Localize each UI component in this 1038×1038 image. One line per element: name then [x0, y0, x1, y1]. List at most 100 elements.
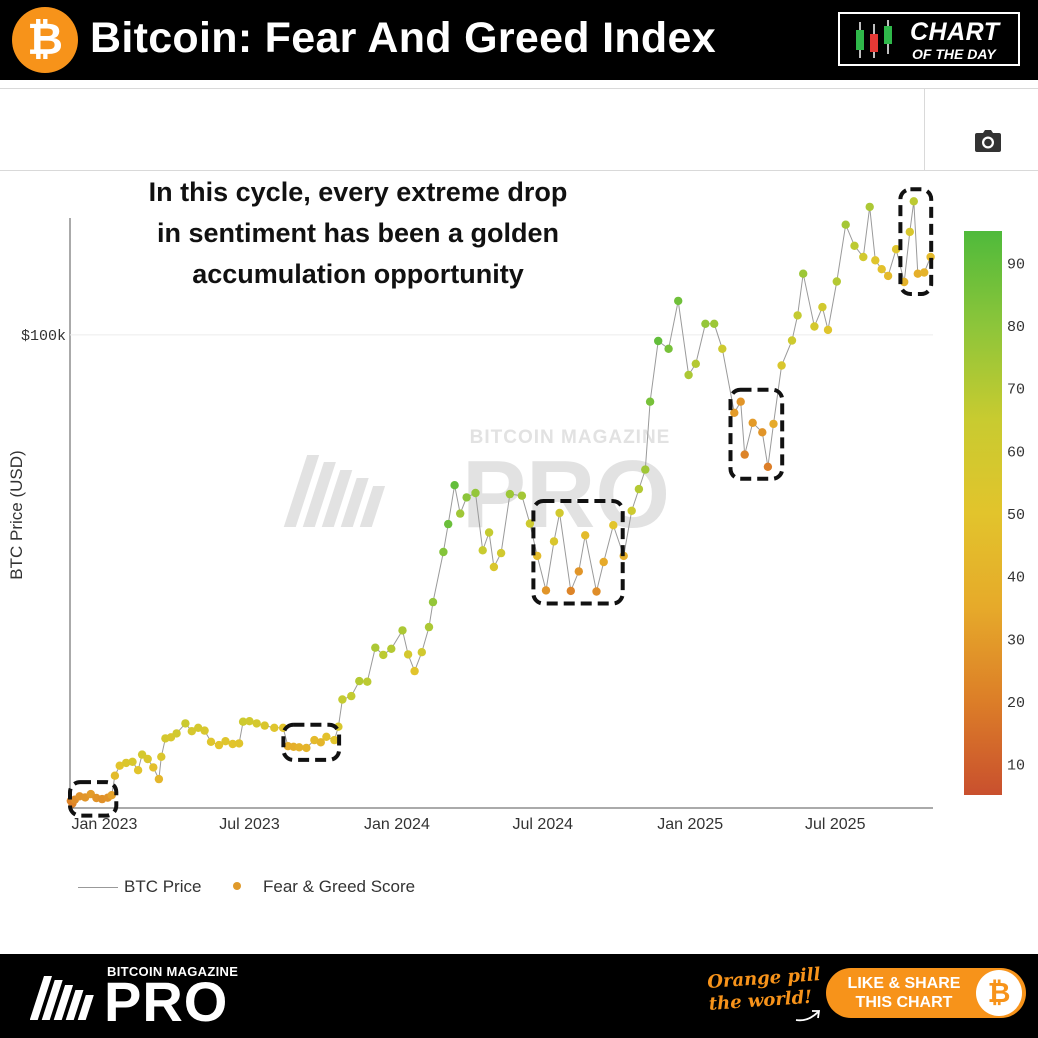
- fear-greed-dot: [228, 739, 237, 749]
- fear-greed-dot: [664, 344, 673, 353]
- fear-greed-dot: [810, 322, 819, 331]
- fear-greed-dot: [403, 650, 413, 659]
- fear-greed-dot: [581, 531, 590, 540]
- x-tick-label: Jan 2023: [72, 816, 138, 833]
- highlight-box: [281, 722, 342, 762]
- legend-fear-greed[interactable]: Fear & Greed Score: [263, 877, 416, 896]
- fear-greed-dot: [245, 717, 254, 726]
- footer-bar: BITCOIN MAGAZINE PRO Orange pill the wor…: [0, 954, 1038, 1038]
- fear-greed-dot: [777, 361, 786, 370]
- fear-greed-dot: [701, 319, 710, 328]
- share-line-2: THIS CHART: [855, 994, 953, 1011]
- fear-greed-dot: [110, 771, 120, 780]
- fear-greed-dot: [121, 758, 131, 768]
- fear-greed-dot: [206, 737, 216, 746]
- x-tick-label: Jan 2024: [364, 816, 430, 833]
- fear-greed-dot: [234, 739, 244, 748]
- watermark-bars-icon: [283, 455, 386, 527]
- fear-greed-dot: [347, 691, 356, 701]
- pro-bars-icon: [30, 976, 94, 1020]
- fear-greed-dot: [450, 481, 459, 490]
- fear-greed-dot: [238, 717, 248, 726]
- candlestick-icon: [856, 20, 892, 58]
- fear-greed-dot: [525, 519, 535, 528]
- watermark-top-text: BITCOIN MAGAZINE: [470, 427, 671, 448]
- fear-greed-dot: [471, 488, 480, 498]
- fear-greed-dot: [674, 296, 683, 306]
- fear-greed-dot: [260, 721, 269, 730]
- fear-greed-dot: [270, 723, 279, 732]
- fear-greed-dot: [115, 761, 124, 770]
- page-title: Bitcoin: Fear And Greed Index: [90, 14, 716, 62]
- watermark: BITCOIN MAGAZINE PRO: [283, 427, 671, 548]
- colorbar-tick-label: 90: [1007, 256, 1025, 273]
- fear-greed-dot: [489, 562, 499, 572]
- brand-pro-text: PRO: [104, 970, 229, 1033]
- annotation-line-2: in sentiment has been a golden: [150, 213, 566, 254]
- fear-greed-dot: [865, 202, 874, 212]
- fear-greed-chart: BITCOIN MAGAZINE PRO $100k Jan 2023 Jul 2…: [7, 187, 1025, 833]
- fear-greed-dot: [736, 397, 745, 406]
- legend-dot-swatch: [233, 882, 241, 890]
- colorbar-tick-label: 80: [1007, 319, 1025, 336]
- fear-greed-dot: [566, 586, 575, 596]
- fear-greed-dot: [740, 450, 749, 459]
- fear-greed-dot: [478, 546, 487, 555]
- fear-greed-dot: [574, 567, 583, 576]
- fear-greed-dot: [748, 418, 757, 427]
- like-share-button[interactable]: LIKE & SHARE THIS CHART ₿: [826, 968, 1026, 1018]
- legend-line-swatch: [78, 887, 118, 888]
- fear-greed-dot: [295, 743, 304, 752]
- x-tick-label: Jan 2025: [657, 816, 723, 833]
- colorbar-tick-label: 70: [1007, 382, 1025, 399]
- x-tick-label: Jul 2023: [219, 816, 280, 833]
- fear-greed-dot: [859, 252, 868, 262]
- highlight-box: [68, 780, 119, 818]
- fear-greed-dot: [371, 643, 380, 652]
- badge-main-text: CHART: [910, 18, 1000, 46]
- legend-btc-price[interactable]: BTC Price: [124, 877, 202, 896]
- share-button-label: LIKE & SHARE THIS CHART: [838, 974, 970, 1012]
- fear-greed-dot: [793, 311, 802, 320]
- fear-greed-dot: [410, 666, 419, 676]
- annotation-line-3: accumulation opportunity: [186, 254, 530, 295]
- fear-greed-dot: [627, 506, 636, 515]
- fear-greed-dot: [684, 370, 693, 380]
- fear-greed-dot: [330, 735, 339, 745]
- bitcoin-coin-icon: ₿: [976, 970, 1022, 1016]
- fear-greed-dot: [322, 732, 331, 741]
- fear-greed-dot: [355, 676, 364, 686]
- fear-greed-dot: [316, 738, 325, 747]
- fear-greed-dot: [763, 462, 773, 471]
- fear-greed-dot: [310, 735, 319, 745]
- camera-icon[interactable]: [975, 130, 1001, 152]
- highlight-box: [898, 187, 934, 296]
- fear-greed-dot: [363, 677, 372, 686]
- fear-greed-dot: [841, 220, 850, 229]
- fear-greed-dot: [221, 737, 230, 746]
- toolbar-divider: [924, 89, 925, 170]
- fear-greed-dot: [462, 493, 471, 502]
- fear-greed-dot: [909, 197, 918, 206]
- fear-greed-dot: [143, 754, 152, 764]
- highlight-box: [531, 499, 625, 606]
- fear-greed-dot: [417, 648, 426, 657]
- header-bar: ₿ Bitcoin: Fear And Greed Index CHART OF…: [0, 0, 1038, 80]
- arrow-icon: [795, 1010, 821, 1022]
- fear-greed-dot: [730, 408, 739, 417]
- fear-greed-dot: [718, 344, 727, 353]
- fear-greed-dot: [424, 622, 434, 632]
- fear-greed-dot: [823, 325, 833, 335]
- toolbar-bottom-border: [0, 170, 1038, 171]
- fear-greed-dot: [387, 644, 396, 653]
- fear-greed-dot: [710, 319, 719, 328]
- fear-greed-dot: [200, 726, 209, 735]
- fear-greed-dot: [398, 626, 407, 635]
- fear-greed-dot: [517, 491, 527, 500]
- fear-greed-dot: [818, 302, 827, 312]
- chart-of-the-day-badge: CHART OF THE DAY: [838, 12, 1020, 66]
- fear-greed-dot: [107, 791, 116, 800]
- colorbar: [964, 231, 1002, 795]
- fear-greed-dot: [505, 489, 515, 499]
- colorbar-tick-label: 10: [1007, 758, 1025, 775]
